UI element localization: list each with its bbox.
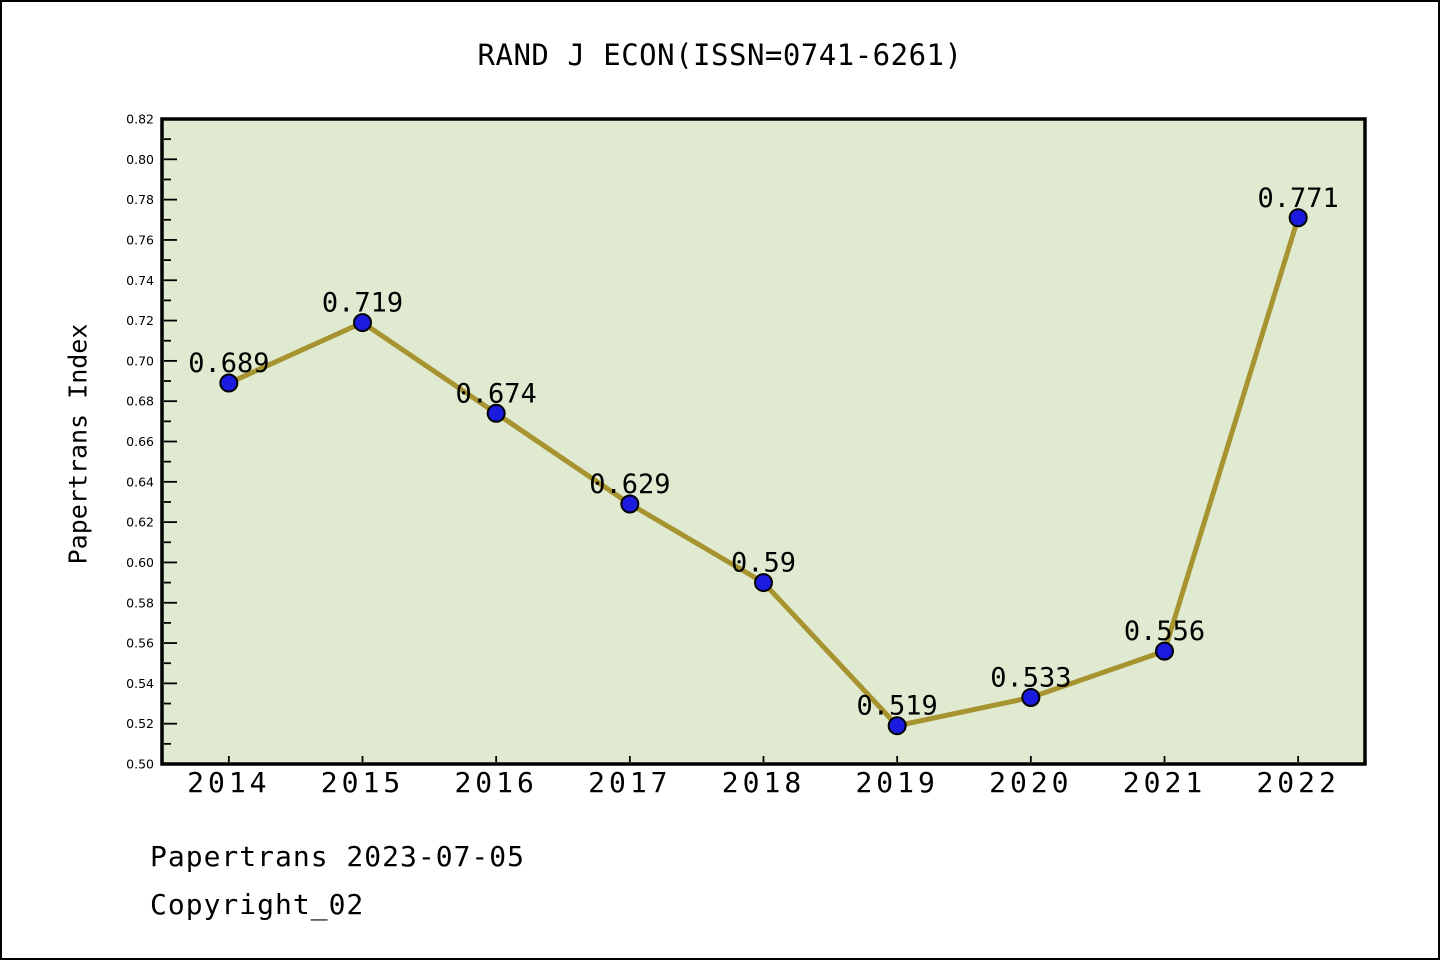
x-tick-label: 2014: [187, 766, 270, 799]
y-tick-label: 0.64: [126, 474, 154, 489]
y-tick-label: 0.76: [126, 232, 154, 247]
y-tick-label: 0.78: [126, 192, 154, 207]
data-point: [754, 573, 773, 593]
y-tick-label: 0.70: [126, 353, 154, 368]
y-tick-label: 0.58: [126, 595, 154, 610]
data-point-label: 0.719: [322, 288, 403, 319]
data-point: [486, 403, 506, 423]
data-point: [1021, 687, 1041, 707]
y-tick-label: 0.56: [126, 636, 154, 651]
x-tick-label: 2020: [989, 766, 1072, 799]
data-point: [620, 494, 640, 514]
data-point: [887, 716, 907, 736]
y-tick-label: 0.74: [126, 273, 154, 288]
data-point-label: 0.59: [731, 548, 796, 579]
x-tick-label: 2017: [588, 766, 671, 799]
data-point-label: 0.533: [990, 662, 1071, 693]
x-tick-label: 2019: [855, 766, 938, 799]
data-point: [353, 313, 372, 333]
plot-area: [162, 119, 1365, 764]
x-tick-label: 2022: [1256, 766, 1339, 799]
plot-frame: [160, 117, 1367, 766]
data-point-label: 0.519: [857, 691, 938, 722]
y-tick-label: 0.52: [126, 716, 154, 731]
y-tick-label: 0.68: [126, 394, 154, 409]
data-point: [1155, 641, 1174, 661]
y-tick-label: 0.54: [126, 676, 154, 691]
data-point-label: 0.556: [1124, 616, 1205, 647]
data-point-label: 0.771: [1258, 183, 1339, 214]
x-tick-label: 2021: [1123, 766, 1206, 799]
data-point: [1288, 208, 1308, 228]
x-tick-label: 2018: [722, 766, 805, 799]
y-tick-label: 0.60: [126, 555, 154, 570]
x-tick-label: 2015: [321, 766, 404, 799]
axis-ticks: [164, 118, 1300, 765]
data-point-label: 0.629: [589, 469, 670, 500]
y-tick-label: 0.82: [126, 112, 154, 127]
data-point-label: 0.674: [456, 378, 537, 409]
y-tick-label: 0.72: [126, 313, 154, 328]
y-tick-label: 0.62: [126, 515, 154, 530]
footer-source-date: Papertrans 2023-07-05: [150, 840, 526, 873]
footer-copyright: Copyright_02: [150, 888, 365, 921]
chart-title: RAND J ECON(ISSN=0741-6261): [477, 38, 963, 72]
y-tick-label: 0.50: [126, 757, 154, 772]
y-tick-label: 0.66: [126, 434, 154, 449]
y-tick-label: 0.80: [126, 152, 154, 167]
data-point-label: 0.689: [188, 348, 269, 379]
x-tick-label: 2016: [454, 766, 537, 799]
data-point: [219, 373, 239, 393]
